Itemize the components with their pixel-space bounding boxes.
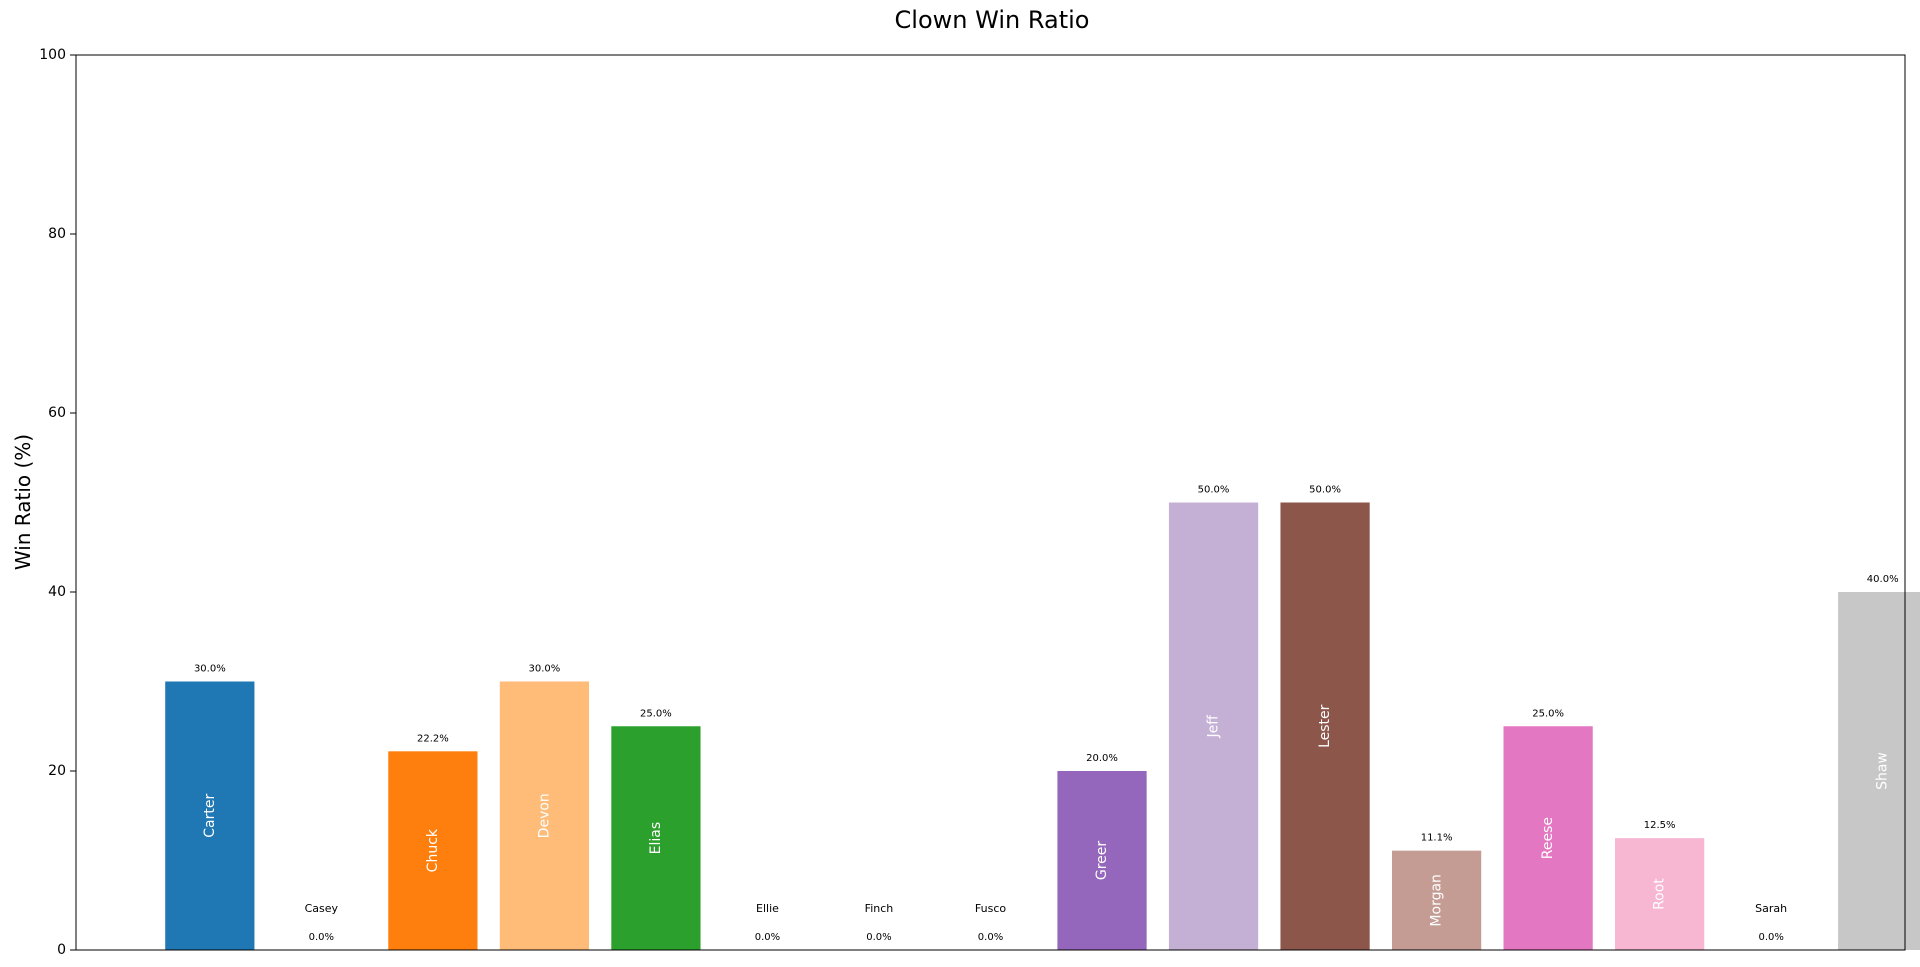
value-label-reese: 25.0% [1532,708,1564,719]
bar-name-greer: Greer [1094,841,1110,881]
bar-name-sarah: Sarah [1755,902,1787,915]
bar-elias [611,726,701,950]
value-label-root: 12.5% [1644,820,1676,831]
y-axis-label: Win Ratio (%) [11,434,35,570]
bar-reese [1503,726,1593,950]
bar-carter [165,681,255,950]
value-label-jeff: 50.0% [1198,485,1230,496]
y-tick-label: 20 [48,763,66,779]
value-label-lester: 50.0% [1309,485,1341,496]
y-tick-label: 100 [39,47,66,63]
bars-layer [165,502,1920,950]
value-label-morgan: 11.1% [1421,833,1453,844]
bar-name-shaw: Shaw [1875,752,1891,790]
bar-name-lester: Lester [1317,704,1333,748]
value-label-shaw: 40.0% [1867,574,1899,585]
bar-greer [1057,771,1147,950]
bar-name-elias: Elias [648,822,664,855]
value-label-chuck: 22.2% [417,733,449,744]
value-label-sarah: 0.0% [1758,932,1783,943]
bar-lester [1280,502,1370,950]
bar-name-reese: Reese [1540,817,1556,859]
plot-frame [75,54,1906,951]
bar-name-ellie: Ellie [756,902,779,915]
bar-name-chuck: Chuck [425,828,441,872]
bar-chuck [388,751,478,950]
bar-jeff [1168,502,1259,950]
bar-name-finch: Finch [865,902,894,915]
value-label-ellie: 0.0% [755,932,780,943]
bar-root [1615,838,1705,950]
bar-name-morgan: Morgan [1429,874,1445,927]
y-tick-label: 60 [48,405,66,421]
bar-morgan [1391,850,1482,950]
bar-devon [499,681,590,950]
value-label-greer: 20.0% [1086,753,1118,764]
labels-layer: 30.0% Carter 0.0% Casey 22.2% Chuck 30.0% Devon… [194,485,1899,944]
bar-shaw [1838,592,1920,950]
bar-name-fusco: Fusco [975,902,1006,915]
value-label-elias: 25.0% [640,708,672,719]
y-tick-label: 0 [57,942,66,958]
value-label-fusco: 0.0% [978,932,1003,943]
value-label-casey: 0.0% [309,932,334,943]
bar-name-root: Root [1652,878,1668,910]
bar-name-devon: Devon [536,793,552,838]
chart-title: Clown Win Ratio [895,6,1090,34]
y-axis-ticks: 0 20 40 60 80 100 [39,47,76,958]
bar-name-casey: Casey [305,902,339,915]
value-label-finch: 0.0% [866,932,891,943]
y-tick-label: 40 [48,584,66,600]
bar-name-carter: Carter [202,794,218,838]
y-tick-label: 80 [48,226,66,242]
value-label-devon: 30.0% [529,664,561,675]
bar-name-jeff: Jeff [1206,715,1222,739]
value-label-carter: 30.0% [194,664,226,675]
